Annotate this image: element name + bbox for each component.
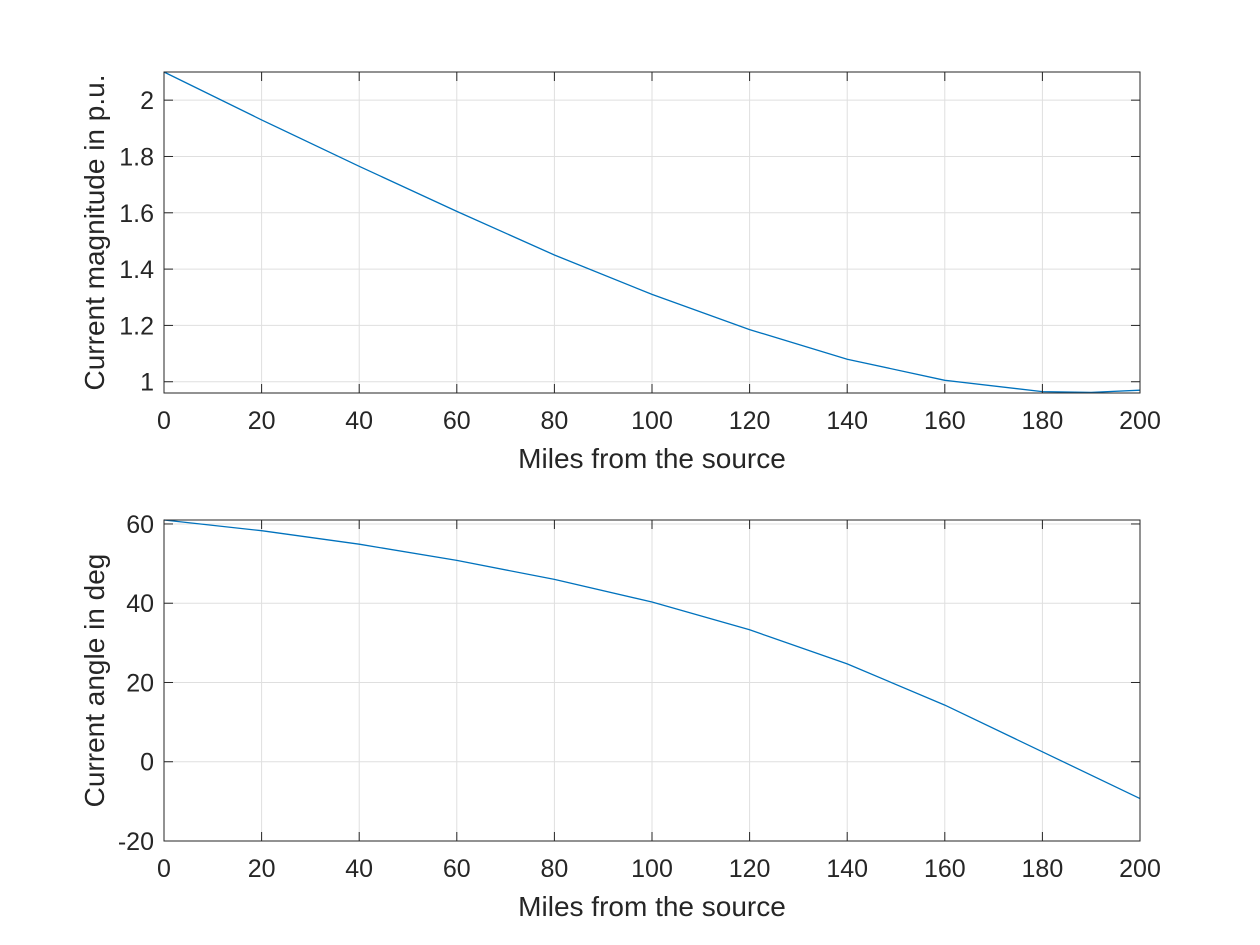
- x-tick-label: 120: [729, 407, 771, 435]
- series-line: [163, 519, 1141, 800]
- x-tick-label: 160: [924, 855, 966, 883]
- x-tick-label: 0: [157, 407, 171, 435]
- series-line: [163, 71, 1141, 394]
- y-tick-label: 1: [140, 369, 154, 397]
- y-tick-label: 1.8: [119, 143, 154, 171]
- y-tick-label: 1.2: [119, 312, 154, 340]
- y-tick-label: 1.6: [119, 200, 154, 228]
- x-tick-label: 20: [248, 855, 276, 883]
- y-tick-label: -20: [118, 828, 154, 856]
- x-tick-label: 40: [345, 855, 373, 883]
- x-tick-label: 0: [157, 855, 171, 883]
- y-tick-label: 20: [126, 669, 154, 697]
- y-tick-label: 40: [126, 590, 154, 618]
- x-axis-label: Miles from the source: [518, 891, 786, 922]
- angle-plot: 0 20 40 60 80 100 120 140 160 180 200-200204060Mil…: [79, 511, 1161, 922]
- x-tick-label: 200: [1119, 855, 1161, 883]
- x-tick-label: 180: [1022, 855, 1064, 883]
- x-tick-label: 60: [443, 855, 471, 883]
- x-tick-label: 80: [540, 855, 568, 883]
- x-tick-label: 140: [826, 855, 868, 883]
- x-tick-label: 40: [345, 407, 373, 435]
- x-tick-label: 80: [540, 407, 568, 435]
- x-tick-label: 200: [1119, 407, 1161, 435]
- x-tick-label: 60: [443, 407, 471, 435]
- y-tick-label: 1.4: [119, 256, 154, 284]
- magnitude-plot: 0 20 40 60 80 100 120 140 160 180 200 1 1.2 1.4 1.6 1.8…: [79, 71, 1161, 474]
- y-axis-label: Current angle in deg: [79, 554, 110, 808]
- y-tick-label: 0: [140, 749, 154, 777]
- x-tick-label: 100: [631, 407, 673, 435]
- y-tick-label: 60: [126, 511, 154, 539]
- x-tick-label: 120: [729, 855, 771, 883]
- x-axis-label: Miles from the source: [518, 443, 786, 474]
- y-axis-label: Current magnitude in p.u.: [79, 75, 110, 391]
- x-tick-label: 20: [248, 407, 276, 435]
- x-tick-label: 180: [1022, 407, 1064, 435]
- y-tick-label: 2: [140, 87, 154, 115]
- x-tick-label: 140: [826, 407, 868, 435]
- x-tick-label: 160: [924, 407, 966, 435]
- x-tick-label: 100: [631, 855, 673, 883]
